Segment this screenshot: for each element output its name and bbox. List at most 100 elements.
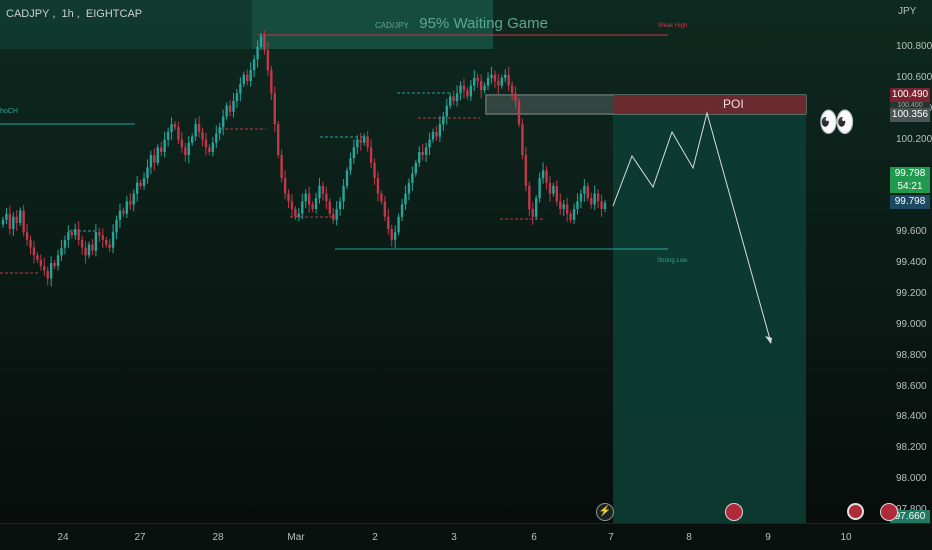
projection-zone [613,113,806,523]
candle-body [25,232,29,240]
event-flag-icon-right[interactable] [880,503,898,521]
candle-body [53,263,56,267]
candle-body [600,201,603,210]
candle-body [29,239,32,248]
candle-body [411,173,414,183]
candle-body [521,124,524,156]
candle-body [94,232,98,251]
candle-body [12,216,15,230]
candle-body [593,193,596,205]
candle-body [149,155,153,168]
candle-body [507,74,510,86]
candle-body [153,155,156,163]
candle-body [548,182,552,194]
candle-body [208,147,211,152]
time-axis[interactable] [0,523,932,550]
candle-body [535,198,538,217]
poi-zone-fill [614,95,806,114]
candle-body [252,59,256,71]
candle-body [277,124,280,156]
header-box-right [252,0,493,49]
candle-body [462,85,466,91]
time-tick: 7 [608,532,614,543]
candle-body [373,162,376,179]
candle-body [428,139,431,148]
eyes-icon: 👀 [818,105,856,140]
badge-poi-top: 100.490 [890,88,930,102]
candle-body [307,193,311,205]
candle-body [266,50,270,71]
candle-body [555,185,559,202]
structure-markers [68,92,545,232]
candle-body [115,219,118,233]
candle-body [442,116,445,125]
candle-body [294,209,297,217]
badge-overlap: 100.400 [890,102,930,109]
banner: CAD/JPY 95% Waiting Game [375,15,548,33]
candle-body [390,229,393,240]
choch-label-left: hoCH [0,108,18,115]
candle-body [497,80,500,86]
candle-body [545,170,548,183]
event-flag-icon[interactable] [725,503,743,521]
candle-body [418,151,421,163]
candle-body [572,209,576,220]
price-axis[interactable]: JPY [882,0,932,523]
price-tick: 97.800 [896,504,930,515]
candle-body [376,178,380,194]
candle-body [387,216,390,230]
currency-label: JPY [898,6,917,17]
weak-high-label: Weak High [658,23,687,29]
candle-body [576,201,579,210]
candle-body [225,105,228,117]
lightning-icon[interactable]: ⚡ [596,503,614,521]
candle-body [39,259,43,267]
candle-body [43,266,46,271]
candle-body [246,74,249,81]
time-tick: 28 [212,532,224,543]
candle-body [369,147,373,163]
candle-body [473,77,476,86]
candle-body [321,185,325,194]
candle-body [201,131,204,140]
candle-body [287,193,290,202]
candle-body [493,74,497,81]
candle-body [380,193,383,202]
candle-body [15,216,18,223]
candle-body [510,85,514,94]
candle-body [56,255,60,267]
candle-body [328,201,331,214]
candle-body [524,155,528,186]
candle-body [579,193,583,202]
candle-body [46,270,49,279]
candle-body [552,185,555,194]
badge-bid-price: 99.798 [890,195,930,209]
candle-body [91,244,94,251]
candle-body [156,147,159,163]
symbol-interval: 1h [61,8,74,20]
time-tick: 6 [531,532,537,543]
candle-body [504,74,507,78]
candle-body [204,139,208,148]
candle-body [335,209,338,220]
event-dot-icon[interactable] [847,503,864,520]
candle-body [538,178,541,199]
candle-body [569,213,572,220]
time-tick: 10 [840,532,852,543]
candle-body [438,124,442,137]
candle-body [187,142,190,156]
candle-body [118,210,122,220]
candle-body [36,255,39,260]
projection-arrowhead [765,336,772,344]
candle-body [218,127,221,134]
symbol-header[interactable]: CADJPY, 1h, EIGHTCAP [6,8,143,20]
candle-body [132,193,135,205]
candle-body [197,124,201,132]
candle-body [211,142,215,152]
candle-body [19,210,22,223]
candle-body [228,105,232,112]
candle-body [63,239,67,248]
candle-body [259,36,263,47]
